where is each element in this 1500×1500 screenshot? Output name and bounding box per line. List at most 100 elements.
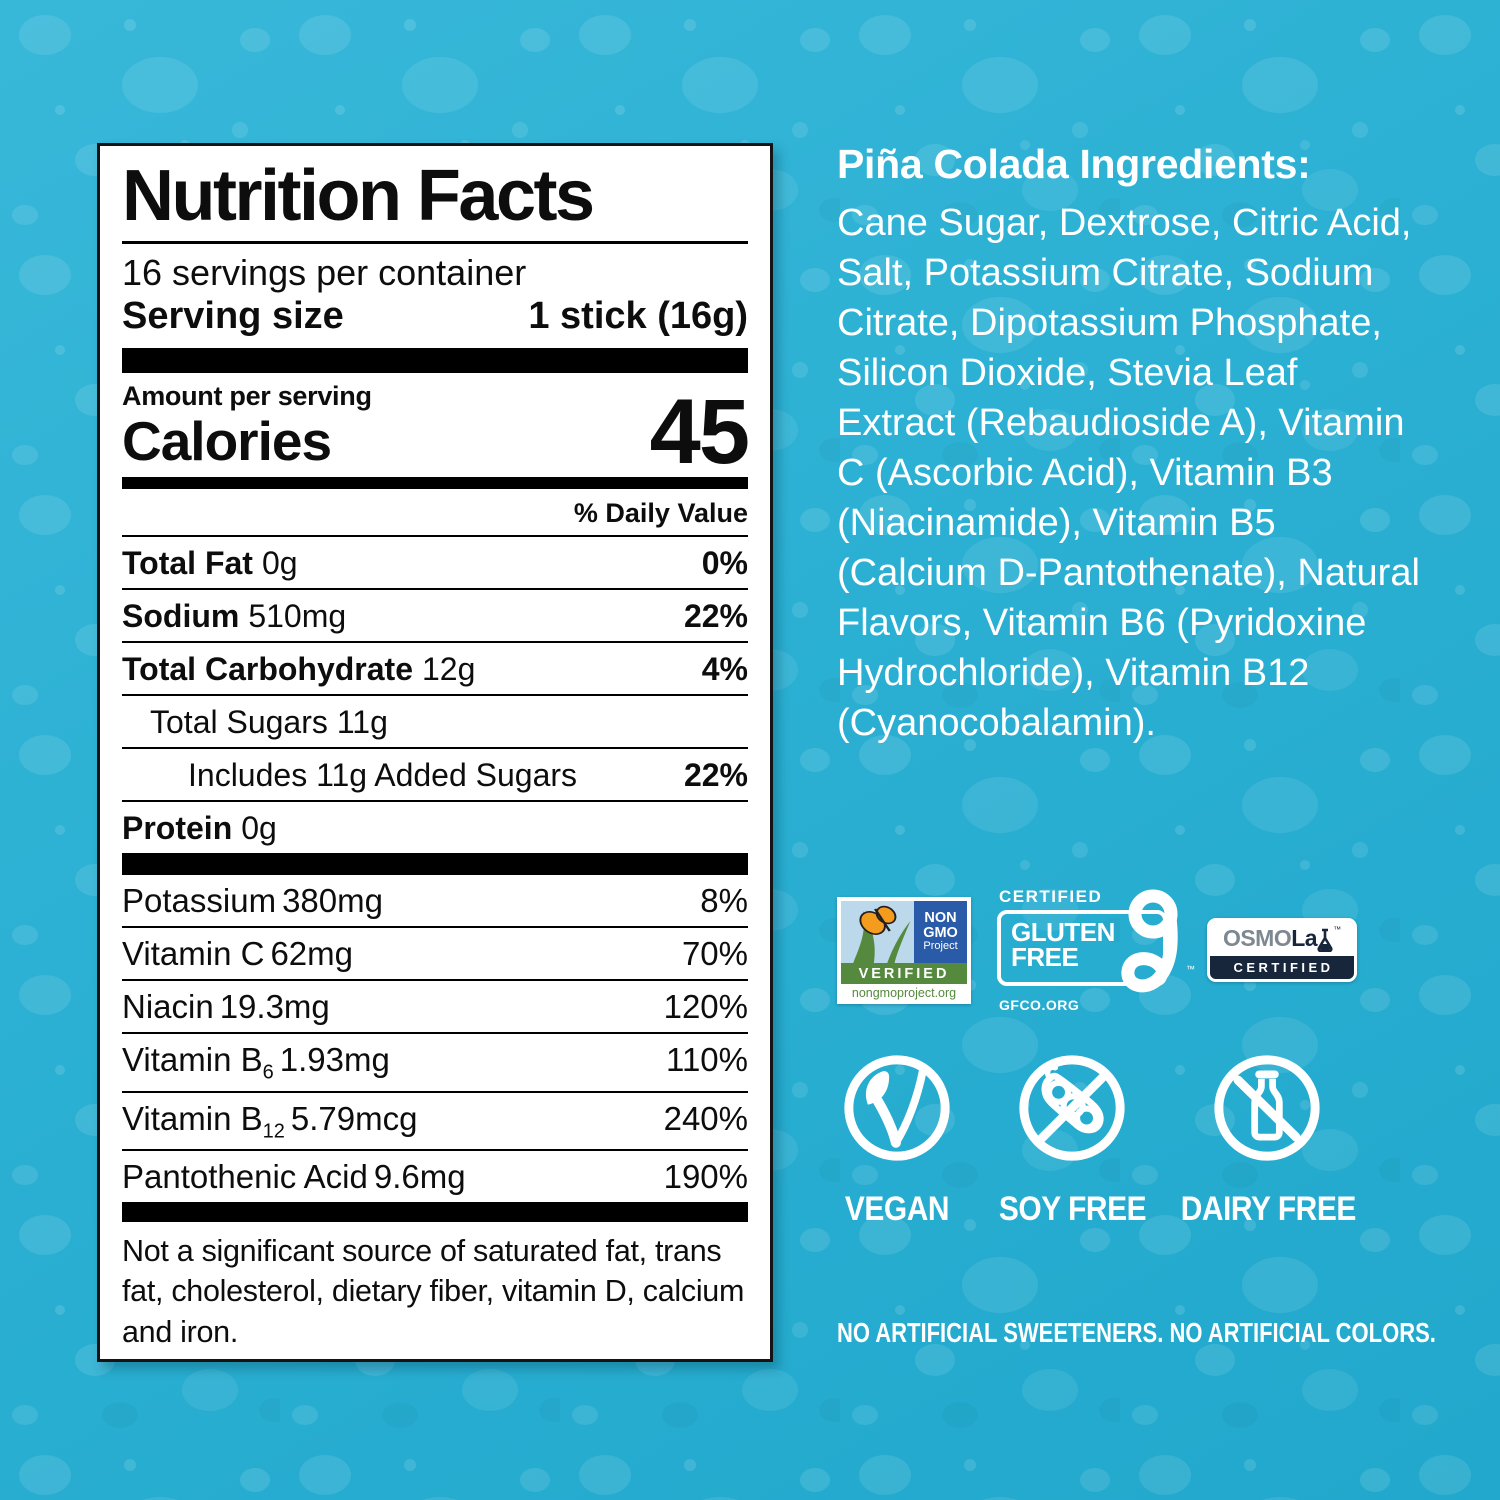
non-gmo-project-badge: NON GMO Project VERIFIED nongmoproject.o… bbox=[837, 896, 971, 1004]
nutrient-name: Includes 11g Added Sugars bbox=[188, 757, 578, 794]
calories-section: Amount per serving Calories 45 bbox=[122, 373, 750, 484]
thick-divider-bar bbox=[122, 853, 748, 876]
gf-certified-label: CERTIFIED bbox=[999, 887, 1103, 906]
servings-per-container: 16 servings per container bbox=[122, 251, 527, 293]
nutrient-row-total-carbohydrate: Total Carbohydrate 12g 4% bbox=[122, 643, 748, 697]
nutrient-amount: 12g bbox=[422, 651, 476, 688]
nutrient-name: Pantothenic Acid bbox=[122, 1158, 368, 1196]
soy-free-label: SOY FREE bbox=[998, 1190, 1147, 1228]
nutrient-row-potassium: Potassium 380mg 8% bbox=[122, 875, 748, 929]
certification-badges-row: NON GMO Project VERIFIED nongmoproject.o… bbox=[837, 887, 1425, 1013]
nutrient-row-protein: Protein 0g bbox=[122, 802, 748, 853]
non-gmo-word: GMO bbox=[923, 924, 958, 941]
nutrient-name: Sodium bbox=[122, 598, 240, 635]
gfco-url: GFCO.ORG bbox=[999, 997, 1080, 1013]
dairy-free-item: DAIRY FREE bbox=[1169, 1052, 1364, 1229]
nutrient-amount: 0g bbox=[261, 545, 298, 582]
vegan-label: VEGAN bbox=[844, 1190, 950, 1228]
nutrient-dv: 22% bbox=[683, 757, 748, 794]
nutrition-facts-panel: Nutrition Facts 16 servings per containe… bbox=[97, 143, 773, 1362]
diet-icons-row: VEGAN SOY FREE DAIRY FREE bbox=[837, 1052, 1425, 1237]
gf-trademark: ™ bbox=[1186, 964, 1195, 974]
no-dairy-icon bbox=[1213, 1055, 1320, 1161]
osmo-brand-lab: La bbox=[1291, 925, 1318, 951]
nutrient-name: Total Carbohydrate bbox=[122, 651, 413, 688]
ingredients-heading: Piña Colada Ingredients: bbox=[837, 141, 1311, 187]
nutrient-name: Vitamin B bbox=[122, 1099, 263, 1137]
nutrient-amount: 510mg bbox=[248, 598, 347, 635]
nutrition-footnote: Not a significant source of saturated fa… bbox=[122, 1234, 745, 1349]
nutrient-row-vitamin-b12: Vitamin B12 5.79mcg 240% bbox=[122, 1093, 748, 1152]
non-gmo-word: NON bbox=[924, 910, 957, 926]
nutrient-name: Vitamin B bbox=[122, 1041, 263, 1079]
osmolab-certified-badge: OSMO La ™ CERTIFIED bbox=[1207, 918, 1357, 982]
nutrient-subscript: 6 bbox=[262, 1061, 274, 1084]
soy-free-item: SOY FREE bbox=[989, 1052, 1154, 1229]
serving-size-value: 1 stick (16g) bbox=[528, 295, 748, 338]
osmo-trademark: ™ bbox=[1333, 925, 1342, 934]
nutrient-amount: 62mg bbox=[270, 935, 354, 973]
non-gmo-word: Project bbox=[923, 940, 958, 952]
osmo-brand: OSMO bbox=[1222, 925, 1292, 951]
gluten-free-g-icon bbox=[1121, 889, 1178, 993]
certified-gluten-free-badge: CERTIFIED GLUTEN FREE ™ GFCO.ORG bbox=[997, 887, 1195, 1013]
nutrient-amount: 0g bbox=[241, 810, 277, 847]
nutrient-dv: 22% bbox=[683, 598, 748, 635]
nutrient-amount: 19.3mg bbox=[219, 988, 330, 1026]
thick-divider-bar bbox=[122, 348, 748, 374]
no-artificial-claim: NO ARTIFICIAL SWEETENERS. NO ARTIFICIAL … bbox=[837, 1317, 1436, 1348]
serving-size-label: Serving size bbox=[122, 295, 344, 338]
vegan-v-leaf-icon bbox=[844, 1055, 950, 1161]
nutrient-dv: 8% bbox=[700, 882, 748, 920]
nutrient-name: Vitamin C bbox=[122, 935, 265, 973]
thick-divider-bar bbox=[122, 1202, 748, 1223]
ingredients-list: Cane Sugar, Dextrose, Citric Acid, Salt,… bbox=[837, 202, 1420, 744]
nutrient-amount: 11g bbox=[336, 704, 388, 741]
nutrient-row-total-sugars: Total Sugars 11g bbox=[122, 696, 748, 750]
nutrient-amount: 9.6mg bbox=[373, 1158, 466, 1196]
nutrient-name: Potassium bbox=[122, 882, 277, 920]
dairy-free-label: DAIRY FREE bbox=[1180, 1190, 1357, 1228]
daily-value-header: % Daily Value bbox=[122, 489, 748, 538]
nutrient-name: Protein bbox=[122, 810, 233, 847]
flask-icon bbox=[1317, 928, 1333, 952]
nutrient-subscript: 12 bbox=[262, 1120, 285, 1143]
nutrient-amount: 5.79mcg bbox=[290, 1099, 418, 1137]
nutrient-row-sodium: Sodium 510mg 22% bbox=[122, 590, 748, 644]
nutrient-row-added-sugars: Includes 11g Added Sugars 22% bbox=[122, 749, 748, 803]
nutrient-name: Total Fat bbox=[122, 545, 253, 582]
nutrient-row-vitamin-b6: Vitamin B6 1.93mg 110% bbox=[122, 1034, 748, 1093]
butterfly-grass-icon bbox=[841, 900, 915, 963]
non-gmo-url: nongmoproject.org bbox=[851, 985, 957, 1000]
nutrient-dv: 240% bbox=[663, 1099, 748, 1137]
nutrient-dv: 120% bbox=[663, 988, 748, 1026]
nutrient-dv: 190% bbox=[663, 1158, 748, 1196]
vegan-item: VEGAN bbox=[837, 1052, 957, 1229]
nutrient-row-pantothenic-acid: Pantothenic Acid 9.6mg 190% bbox=[122, 1151, 748, 1202]
nutrient-amount: 380mg bbox=[282, 882, 383, 920]
nutrient-dv: 70% bbox=[681, 935, 748, 973]
calories-label: Calories bbox=[122, 410, 332, 473]
nutrient-dv: 4% bbox=[701, 651, 748, 688]
gf-word: GLUTEN bbox=[1011, 917, 1115, 947]
medium-divider-bar bbox=[122, 477, 748, 490]
nutrient-amount: 1.93mg bbox=[279, 1041, 390, 1079]
title-divider bbox=[122, 240, 748, 244]
ingredients-section: Piña Colada Ingredients: Cane Sugar, Dex… bbox=[837, 141, 1425, 748]
osmo-certified-label: CERTIFIED bbox=[1210, 956, 1354, 979]
nutrient-dv: 110% bbox=[666, 1041, 748, 1079]
nutrient-name: Niacin bbox=[122, 988, 214, 1026]
amount-per-serving-label: Amount per serving bbox=[122, 381, 372, 412]
gf-word: FREE bbox=[1011, 942, 1079, 973]
no-soy-icon bbox=[1018, 1055, 1125, 1161]
nutrient-row-total-fat: Total Fat 0g 0% bbox=[122, 537, 748, 591]
nutrient-dv: 0% bbox=[701, 545, 748, 582]
nutrition-facts-title: Nutrition Facts bbox=[122, 156, 595, 236]
calories-value: 45 bbox=[649, 381, 750, 484]
nutrient-row-niacin: Niacin 19.3mg 120% bbox=[122, 981, 748, 1035]
verified-label: VERIFIED bbox=[841, 962, 967, 984]
serving-size-row: Serving size 1 stick (16g) bbox=[122, 293, 748, 348]
nutrient-name: Total Sugars bbox=[150, 704, 328, 741]
gluten-free-wordmark: GLUTEN FREE bbox=[997, 910, 1167, 986]
